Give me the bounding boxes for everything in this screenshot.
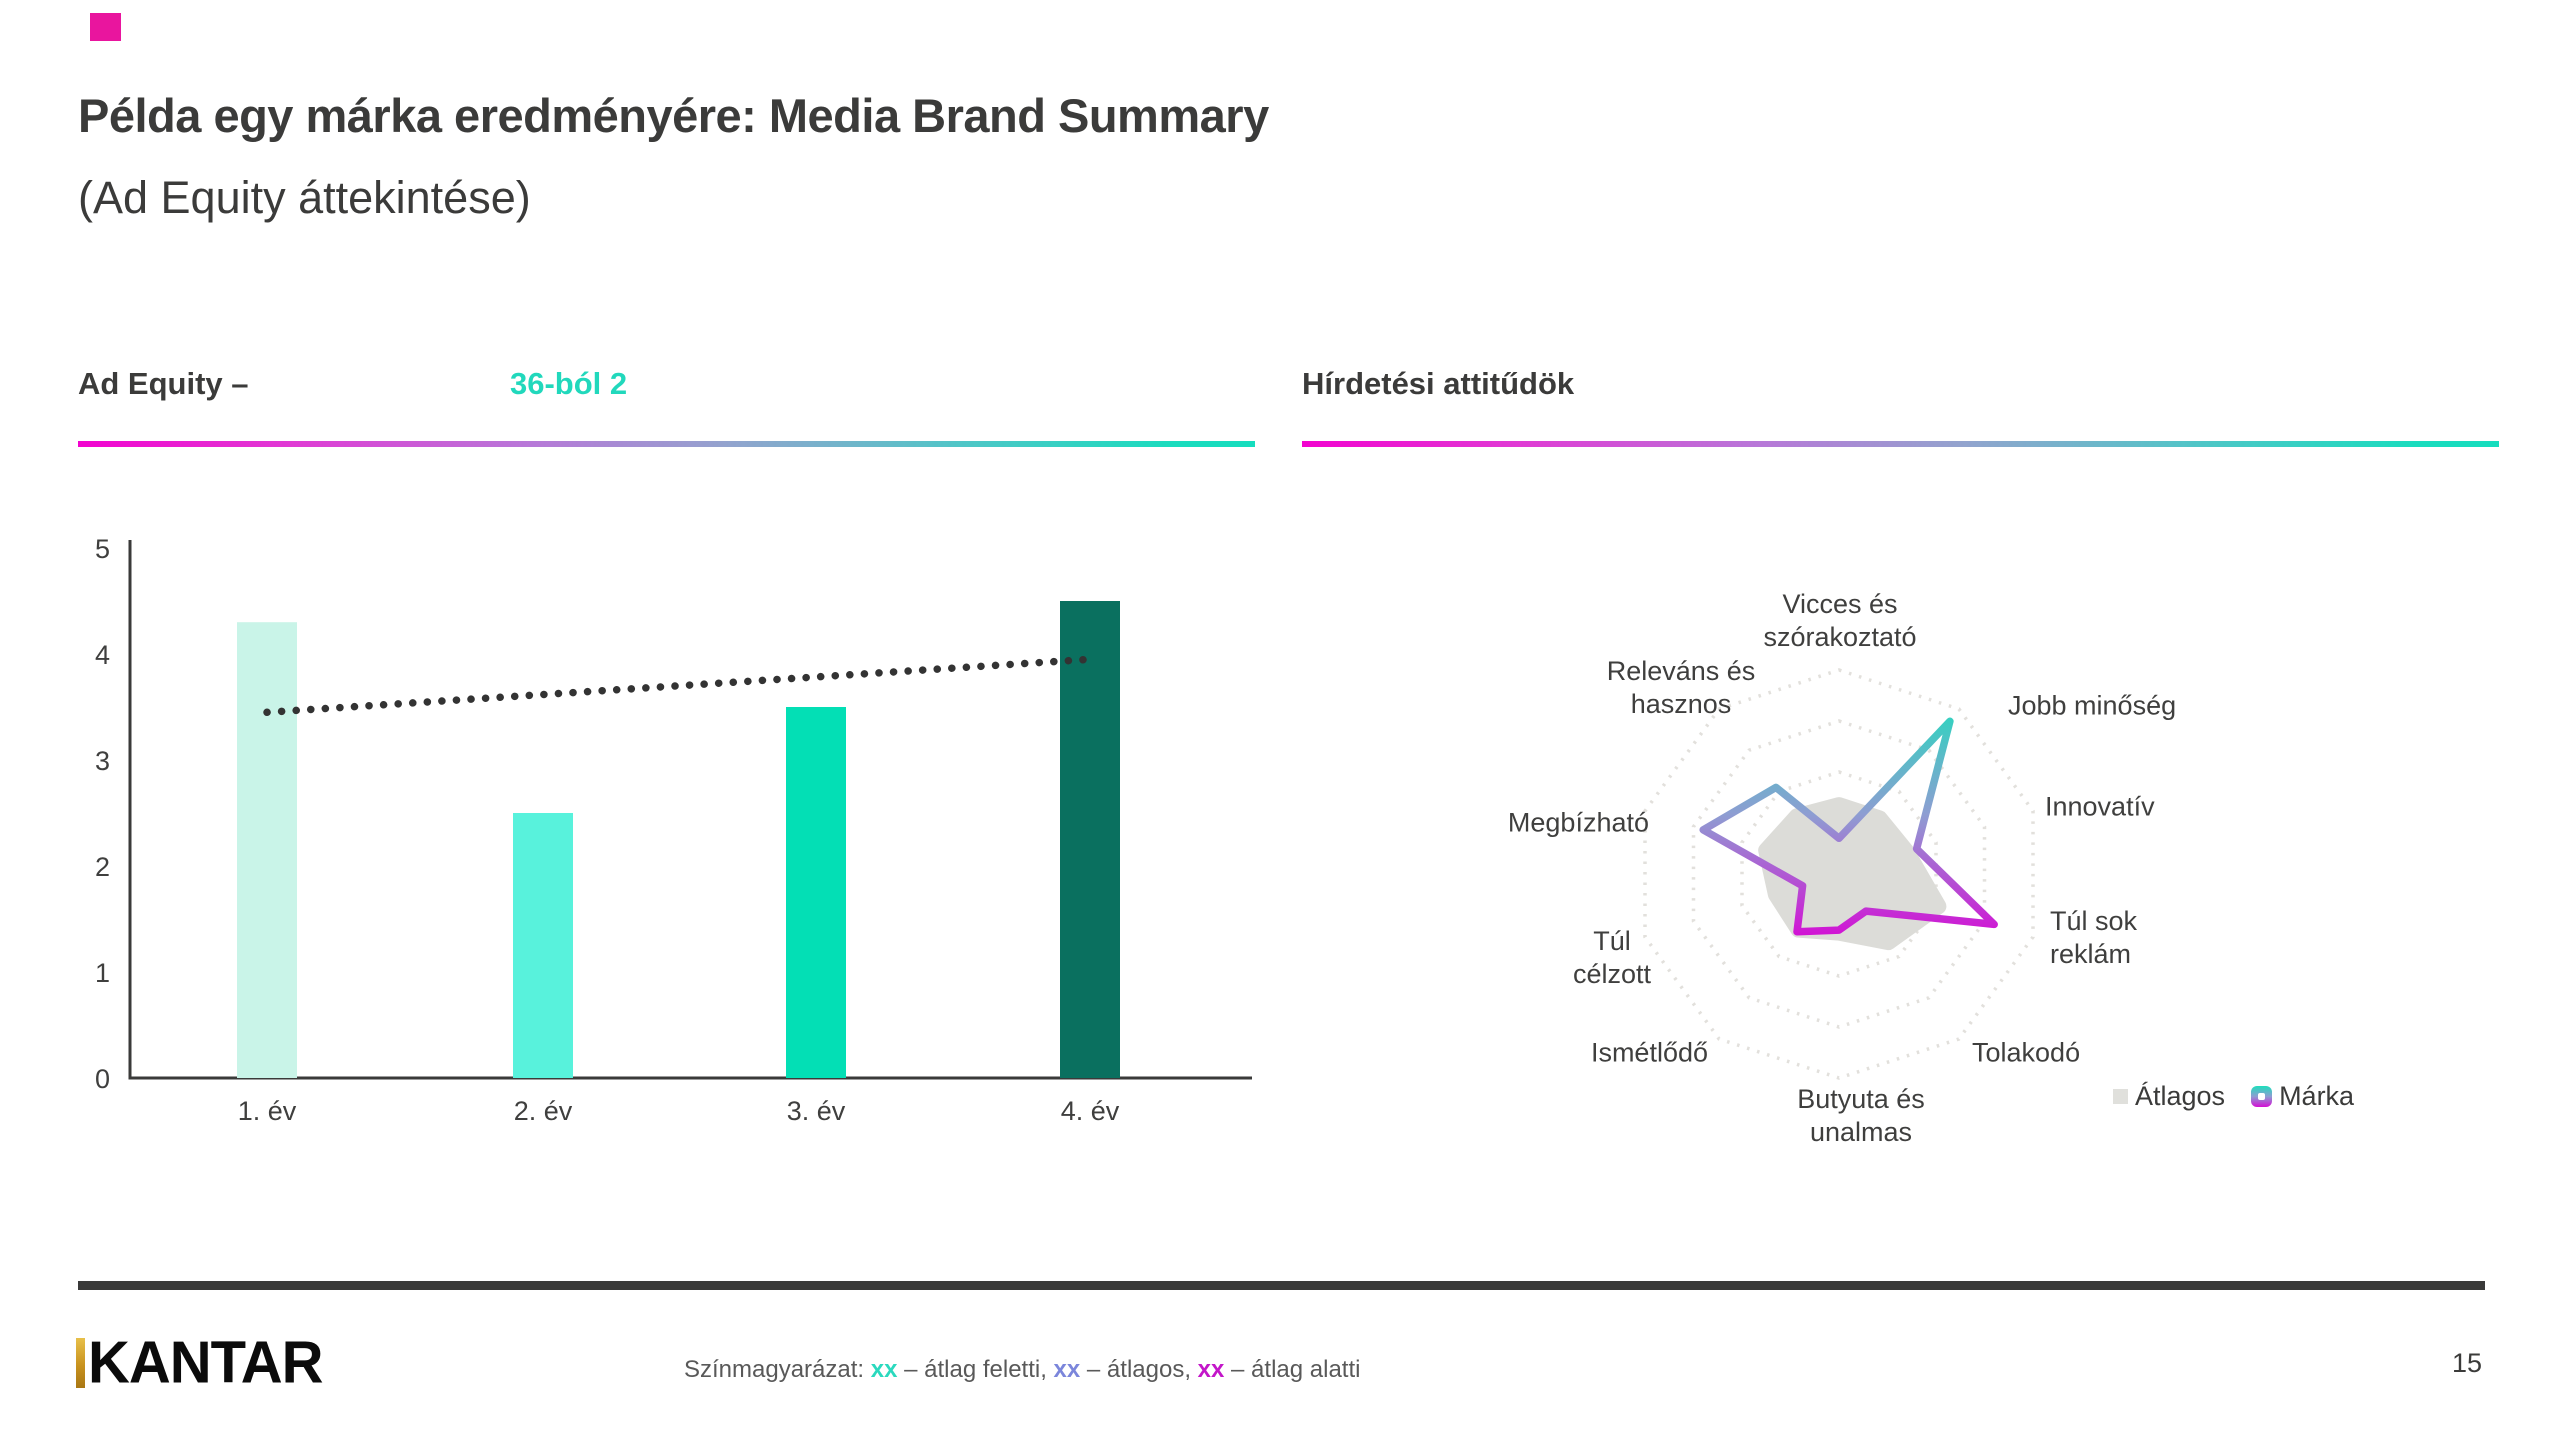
radar-chart-svg (1643, 668, 2035, 1080)
color-legend-token-above: xx (870, 1356, 898, 1383)
left-section-heading: Ad Equity – (78, 366, 249, 401)
kantar-logo-text: KANTAR (88, 1329, 324, 1396)
bar-4. év (1060, 601, 1120, 1078)
color-legend-label-average: – átlagos, (1080, 1356, 1198, 1383)
left-gradient-divider (78, 441, 1255, 447)
footer-divider (78, 1281, 2485, 1290)
right-section-heading: Hírdetési attitűdök (1302, 366, 1575, 401)
axes (128, 540, 1252, 1080)
y-tick-label: 1 (95, 958, 110, 988)
page-number: 15 (2452, 1348, 2483, 1378)
legend-label-atlagos: Átlagos (2135, 1081, 2226, 1111)
radar-ring-4 (1643, 668, 2035, 1080)
kantar-logo: KANTAR (76, 1329, 324, 1396)
radar-axis-label: Innovatív (2045, 791, 2155, 822)
color-legend-token-average: xx (1053, 1356, 1081, 1383)
page-subtitle: (Ad Equity áttekintése) (78, 172, 531, 223)
bar-3. év (786, 707, 846, 1078)
radar-axis-label: Túl sok reklám (2050, 906, 2138, 969)
color-legend: Színmagyarázat: xx – átlag feletti, xx –… (684, 1356, 1360, 1384)
x-category-label: 4. év (1061, 1096, 1120, 1126)
y-tick-label: 4 (95, 640, 110, 670)
radar-series-Márka (1699, 717, 1998, 936)
color-legend-label-above: – átlag feletti, (897, 1356, 1054, 1383)
radar-axis-label: Vicces és szórakoztató (1763, 589, 1917, 652)
accent-square-icon (90, 13, 121, 41)
legend-label-marka: Márka (2279, 1081, 2355, 1111)
page-title: Példa egy márka eredményére: Media Brand… (78, 89, 1269, 142)
y-tick-label: 5 (95, 534, 110, 564)
radar-ring-3 (1691, 719, 1987, 1029)
radar-axis-label: Ismétlődő (1590, 1037, 1708, 1068)
bar-chart-svg: 0 1 2 3 4 5 1. év 2. év 3. év 4. év (95, 534, 1252, 1126)
radar-axis-label: Butyuta és unalmas (1797, 1084, 1925, 1147)
radar-axis-label: Tolakodó (1972, 1037, 2081, 1068)
radar-axis-label: Túl célzott (1572, 926, 1652, 989)
legend-item-marka: Márka (2251, 1081, 2354, 1112)
trend-dotted-line (263, 655, 1094, 717)
color-legend-prefix: Színmagyarázat: (684, 1356, 871, 1383)
color-legend-token-below: xx (1197, 1356, 1225, 1383)
radar-axis-label: Megbízható (1507, 807, 1649, 838)
attitudes-radar-chart: Átlagos Márka Vicces és szórakoztató Jobb… (1430, 540, 2560, 1240)
color-legend-label-below: – átlag alatti (1224, 1356, 1361, 1383)
bar-2. év (513, 813, 573, 1078)
right-gradient-divider (1302, 441, 2499, 447)
x-category-label: 1. év (238, 1096, 297, 1126)
legend-item-atlagos: Átlagos (2113, 1081, 2225, 1112)
radar-axis-label: Jobb minőség (2008, 690, 2177, 721)
x-category-label: 2. év (514, 1096, 573, 1126)
marka-swatch-icon (2251, 1086, 2273, 1107)
kantar-gold-bar-icon (76, 1338, 85, 1388)
y-tick-label: 0 (95, 1064, 110, 1094)
bar-1. év (237, 622, 297, 1078)
y-tick-label: 2 (95, 852, 110, 882)
atlagos-swatch-icon (2113, 1089, 2128, 1104)
y-tick-label: 3 (95, 746, 110, 776)
x-category-label: 3. év (787, 1096, 846, 1126)
radar-axis-label: Releváns és hasznos (1606, 656, 1756, 719)
ad-equity-bar-chart: 0 1 2 3 4 5 1. év 2. év 3. év 4. év (60, 520, 1320, 1160)
radar-legend: Átlagos Márka (2113, 1081, 2354, 1112)
left-section-heading-highlight: 36-ból 2 (510, 366, 628, 401)
